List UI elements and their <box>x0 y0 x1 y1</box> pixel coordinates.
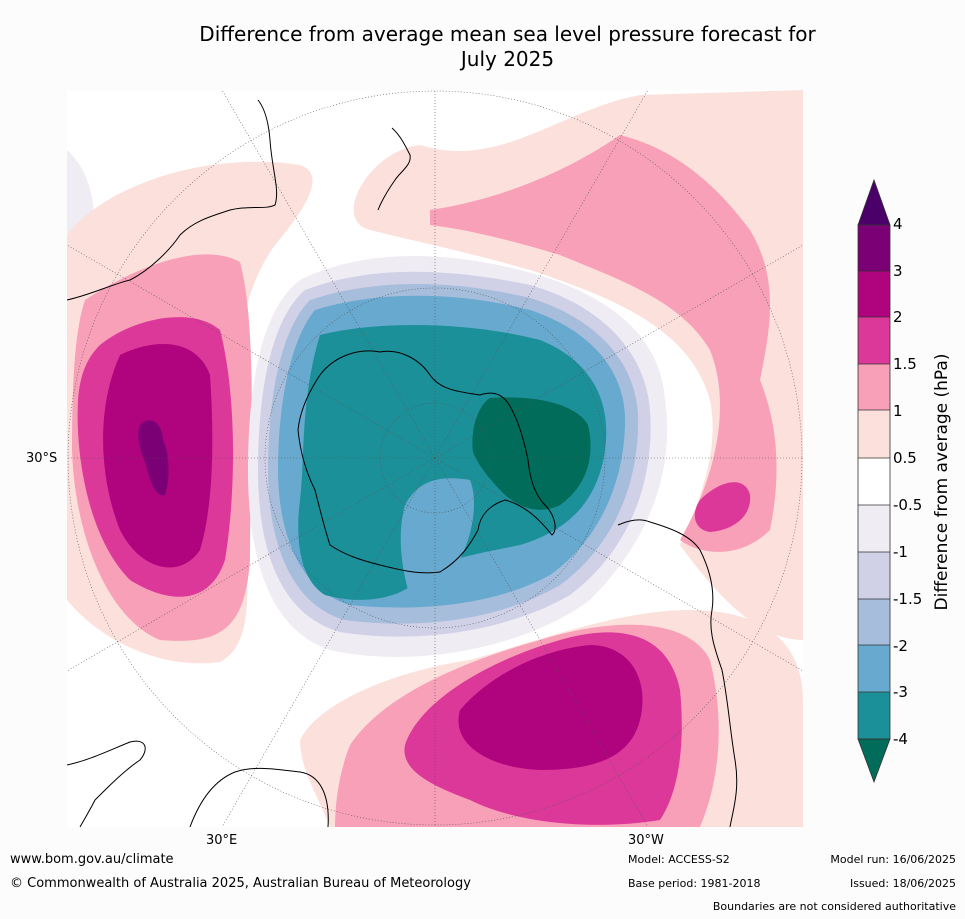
negative-anomaly-3 <box>298 324 607 600</box>
colorbar-min-arrow <box>857 738 891 784</box>
footer-url: www.bom.gov.au/climate <box>10 852 174 867</box>
colorbar-tick--1: -1 <box>893 543 908 561</box>
colorbar--1-to--0.5 <box>858 505 890 552</box>
colorbar-3-to-4 <box>858 225 890 271</box>
positive-anomaly-south-2 <box>458 645 643 770</box>
colorbar--2-to--1.5 <box>858 599 890 645</box>
colorbar-tick--3: -3 <box>893 683 908 701</box>
coastline-south-america <box>617 519 738 827</box>
positive-anomaly-indian-ocean-3 <box>138 420 169 496</box>
footer-issued: Issued: 18/06/2025 <box>849 877 956 890</box>
colorbar--3-to--2 <box>858 645 890 692</box>
colorbar-max-arrow <box>857 178 891 226</box>
title-line-2: July 2025 <box>460 47 555 71</box>
colorbar-tick-2: 2 <box>893 308 903 326</box>
positive-anomaly-pacific-1 <box>430 135 777 552</box>
colorbar-tick-0.5: 0.5 <box>893 449 917 467</box>
colorbar-tick--4: -4 <box>893 730 908 748</box>
positive-anomaly-pacific-1.5 <box>694 482 751 532</box>
footer-model: Model: ACCESS-S2 <box>628 853 730 866</box>
footer-model-run: Model run: 16/06/2025 <box>830 853 956 866</box>
title-line-1: Difference from average mean sea level p… <box>199 22 816 46</box>
lat-label-30s: 30°S <box>26 451 58 466</box>
colorbar-tick-4: 4 <box>893 215 903 233</box>
colorbar-tick--1.5: -1.5 <box>893 590 923 608</box>
colorbar--1.5-to--1 <box>858 552 890 599</box>
coastline-antarctica <box>297 350 556 574</box>
negative-anomaly-4 <box>472 397 591 510</box>
lon-label-30e: 30°E <box>206 833 238 848</box>
colorbar-1.5-to-2 <box>858 317 890 364</box>
chart-title: Difference from average mean sea level p… <box>150 22 865 72</box>
colorbar-label: Difference from average (hPa) <box>932 353 952 611</box>
coastline-new-zealand <box>377 127 411 211</box>
footer-copyright: © Commonwealth of Australia 2025, Austra… <box>10 876 471 891</box>
colorbar-2-to-3 <box>858 271 890 317</box>
colorbar <box>857 178 891 784</box>
colorbar-tick-1: 1 <box>893 402 903 420</box>
colorbar--4-to--3 <box>858 692 890 739</box>
footer-disclaimer: Boundaries are not considered authoritat… <box>712 900 956 913</box>
colorbar-tick--0.5: -0.5 <box>893 496 923 514</box>
colorbar-tick-1.5: 1.5 <box>893 355 917 373</box>
colorbar-1-to-1.5 <box>858 364 890 410</box>
coastline-australia <box>67 99 278 301</box>
coastlines <box>67 99 738 827</box>
colorbar-tick-3: 3 <box>893 262 903 280</box>
colorbar-0.5-to-1 <box>858 410 890 458</box>
colorbar-tick--2: -2 <box>893 637 908 655</box>
coastline-africa <box>67 740 146 827</box>
negative-anomaly-2-wedge <box>400 478 475 594</box>
colorbar-outline <box>857 224 891 740</box>
lon-label-30w: 30°W <box>628 833 664 848</box>
coastline-madagascar <box>189 767 329 827</box>
colorbar-neutral <box>858 458 890 505</box>
footer-base-period: Base period: 1981-2018 <box>628 877 761 890</box>
